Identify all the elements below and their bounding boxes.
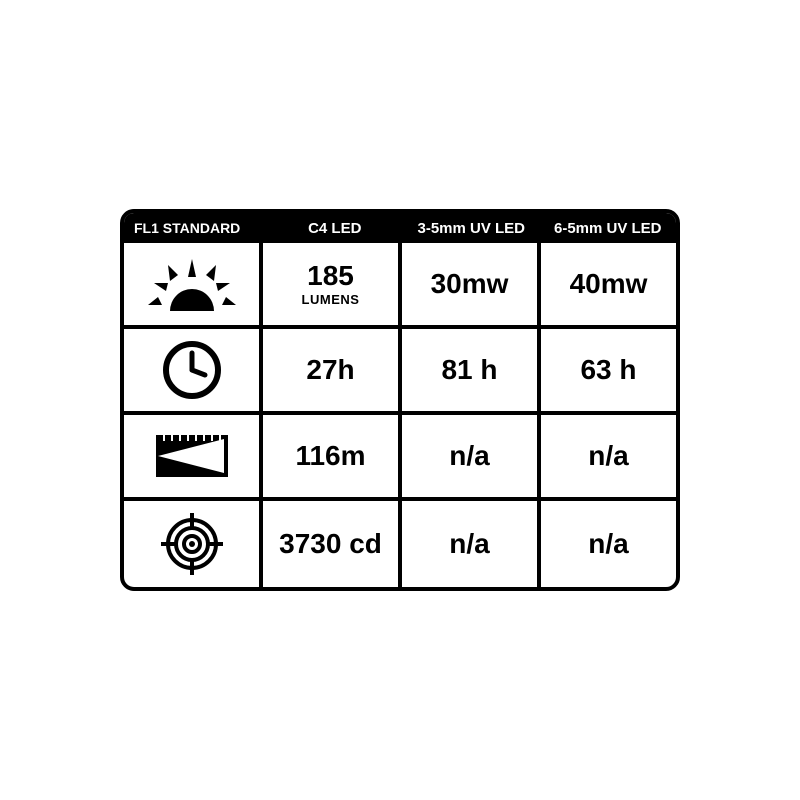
- header-c4-led: C4 LED: [267, 213, 404, 243]
- beam-distance-icon: [124, 415, 263, 501]
- beam-uv-6-5: n/a: [588, 441, 628, 470]
- header-fl1-standard: FL1 STANDARD: [124, 213, 267, 243]
- table-row: 116m n/a n/a: [124, 415, 676, 501]
- uv-6-5-output-cell: 40mw: [541, 243, 676, 329]
- intensity-c4-cell: 3730 cd: [263, 501, 402, 587]
- table-header-row: FL1 STANDARD C4 LED 3-5mm UV LED 6-5mm U…: [124, 213, 676, 243]
- lumens-label: LUMENS: [302, 292, 360, 307]
- lumens-value-cell: 185 LUMENS: [263, 243, 402, 329]
- intensity-c4: 3730 cd: [279, 529, 382, 558]
- runtime-c4: 27h: [306, 355, 354, 384]
- runtime-uv-3-5: 81 h: [441, 355, 497, 384]
- table-row: 185 LUMENS 30mw 40mw: [124, 243, 676, 329]
- header-6-5mm-uv-led: 6-5mm UV LED: [540, 213, 677, 243]
- target-icon: [124, 501, 263, 587]
- intensity-uv-3-5-cell: n/a: [402, 501, 541, 587]
- fl1-spec-table: FL1 STANDARD C4 LED 3-5mm UV LED 6-5mm U…: [120, 209, 680, 591]
- runtime-uv-6-5: 63 h: [580, 355, 636, 384]
- runtime-c4-cell: 27h: [263, 329, 402, 415]
- uv-6-5-output: 40mw: [570, 269, 648, 298]
- clock-icon: [124, 329, 263, 415]
- uv-3-5-output-cell: 30mw: [402, 243, 541, 329]
- intensity-uv-6-5-cell: n/a: [541, 501, 676, 587]
- intensity-uv-3-5: n/a: [449, 529, 489, 558]
- beam-uv-3-5-cell: n/a: [402, 415, 541, 501]
- header-3-5mm-uv-led: 3-5mm UV LED: [403, 213, 540, 243]
- table-row: 3730 cd n/a n/a: [124, 501, 676, 587]
- table-row: 27h 81 h 63 h: [124, 329, 676, 415]
- runtime-uv-6-5-cell: 63 h: [541, 329, 676, 415]
- runtime-uv-3-5-cell: 81 h: [402, 329, 541, 415]
- beam-c4: 116m: [295, 441, 365, 470]
- sun-icon: [124, 243, 263, 329]
- beam-uv-3-5: n/a: [449, 441, 489, 470]
- lumens-value: 185: [307, 261, 354, 290]
- uv-3-5-output: 30mw: [431, 269, 509, 298]
- intensity-uv-6-5: n/a: [588, 529, 628, 558]
- beam-uv-6-5-cell: n/a: [541, 415, 676, 501]
- beam-c4-cell: 116m: [263, 415, 402, 501]
